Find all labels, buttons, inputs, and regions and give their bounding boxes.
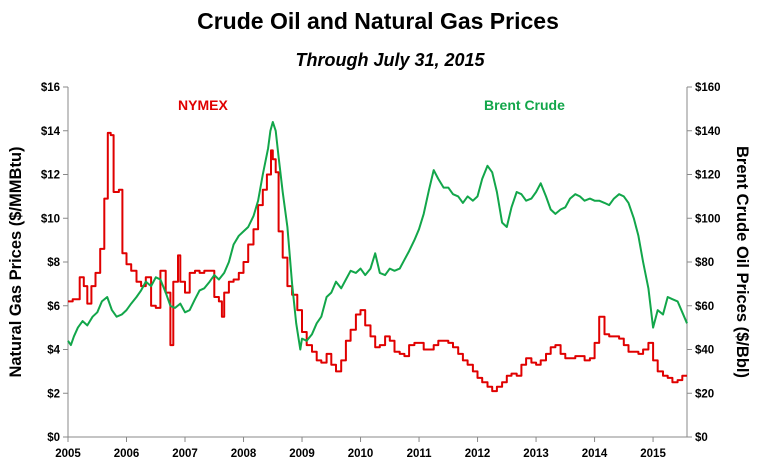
left-tick-label: $16 [41, 82, 60, 94]
right-tick-label: $120 [695, 170, 721, 182]
x-tick-label: 2005 [55, 448, 81, 460]
right-tick-label: $20 [695, 388, 714, 400]
left-axis-label: Natural Gas Prices ($/MMBtu) [7, 146, 25, 377]
right-tick-label: $60 [695, 301, 714, 313]
left-tick-label: $8 [47, 257, 60, 269]
x-tick-label: 2008 [231, 448, 257, 460]
left-tick-label: $0 [47, 432, 60, 444]
left-y-ticks: $0 $2 $4 $6 $8 $10 $12 $14 $16 [41, 82, 68, 444]
series-layer [67, 121, 688, 393]
right-tick-label: $100 [695, 213, 721, 225]
chart-subtitle: Through July 31, 2015 [295, 50, 485, 70]
nymex-series-label: NYMEX [178, 97, 228, 113]
x-tick-label: 2011 [407, 448, 433, 460]
right-y-ticks: $0 $20 $40 $60 $80 $100 $120 $140 $160 [687, 82, 721, 444]
left-tick-label: $12 [41, 170, 60, 182]
x-tick-label: 2009 [289, 448, 315, 460]
x-tick-label: 2007 [172, 448, 198, 460]
right-tick-label: $40 [695, 345, 714, 357]
x-tick-label: 2013 [523, 448, 549, 460]
left-tick-label: $6 [47, 301, 60, 313]
right-tick-label: $140 [695, 126, 721, 138]
chart-title: Crude Oil and Natural Gas Prices [197, 8, 559, 34]
x-tick-label: 2012 [465, 448, 491, 460]
brent-series-label: Brent Crude [484, 97, 565, 113]
x-tick-label: 2010 [348, 448, 374, 460]
left-tick-label: $4 [47, 345, 60, 357]
brent-crude-series-line [67, 121, 688, 351]
x-ticks: 2005 2006 2007 2008 2009 2010 2011 2012 2013 2014… [55, 437, 666, 460]
x-tick-label: 2015 [640, 448, 666, 460]
left-tick-label: $14 [41, 126, 61, 138]
nymex-series-line [68, 131, 687, 393]
right-tick-label: $160 [695, 82, 721, 94]
right-tick-label: $0 [695, 432, 708, 444]
x-tick-label: 2006 [114, 448, 140, 460]
left-tick-label: $2 [47, 388, 60, 400]
x-tick-label: 2014 [582, 448, 608, 460]
right-tick-label: $80 [695, 257, 714, 269]
left-tick-label: $10 [41, 213, 60, 225]
right-axis-label: Brent Crude Oil Prices ($/Bbl) [733, 146, 751, 378]
